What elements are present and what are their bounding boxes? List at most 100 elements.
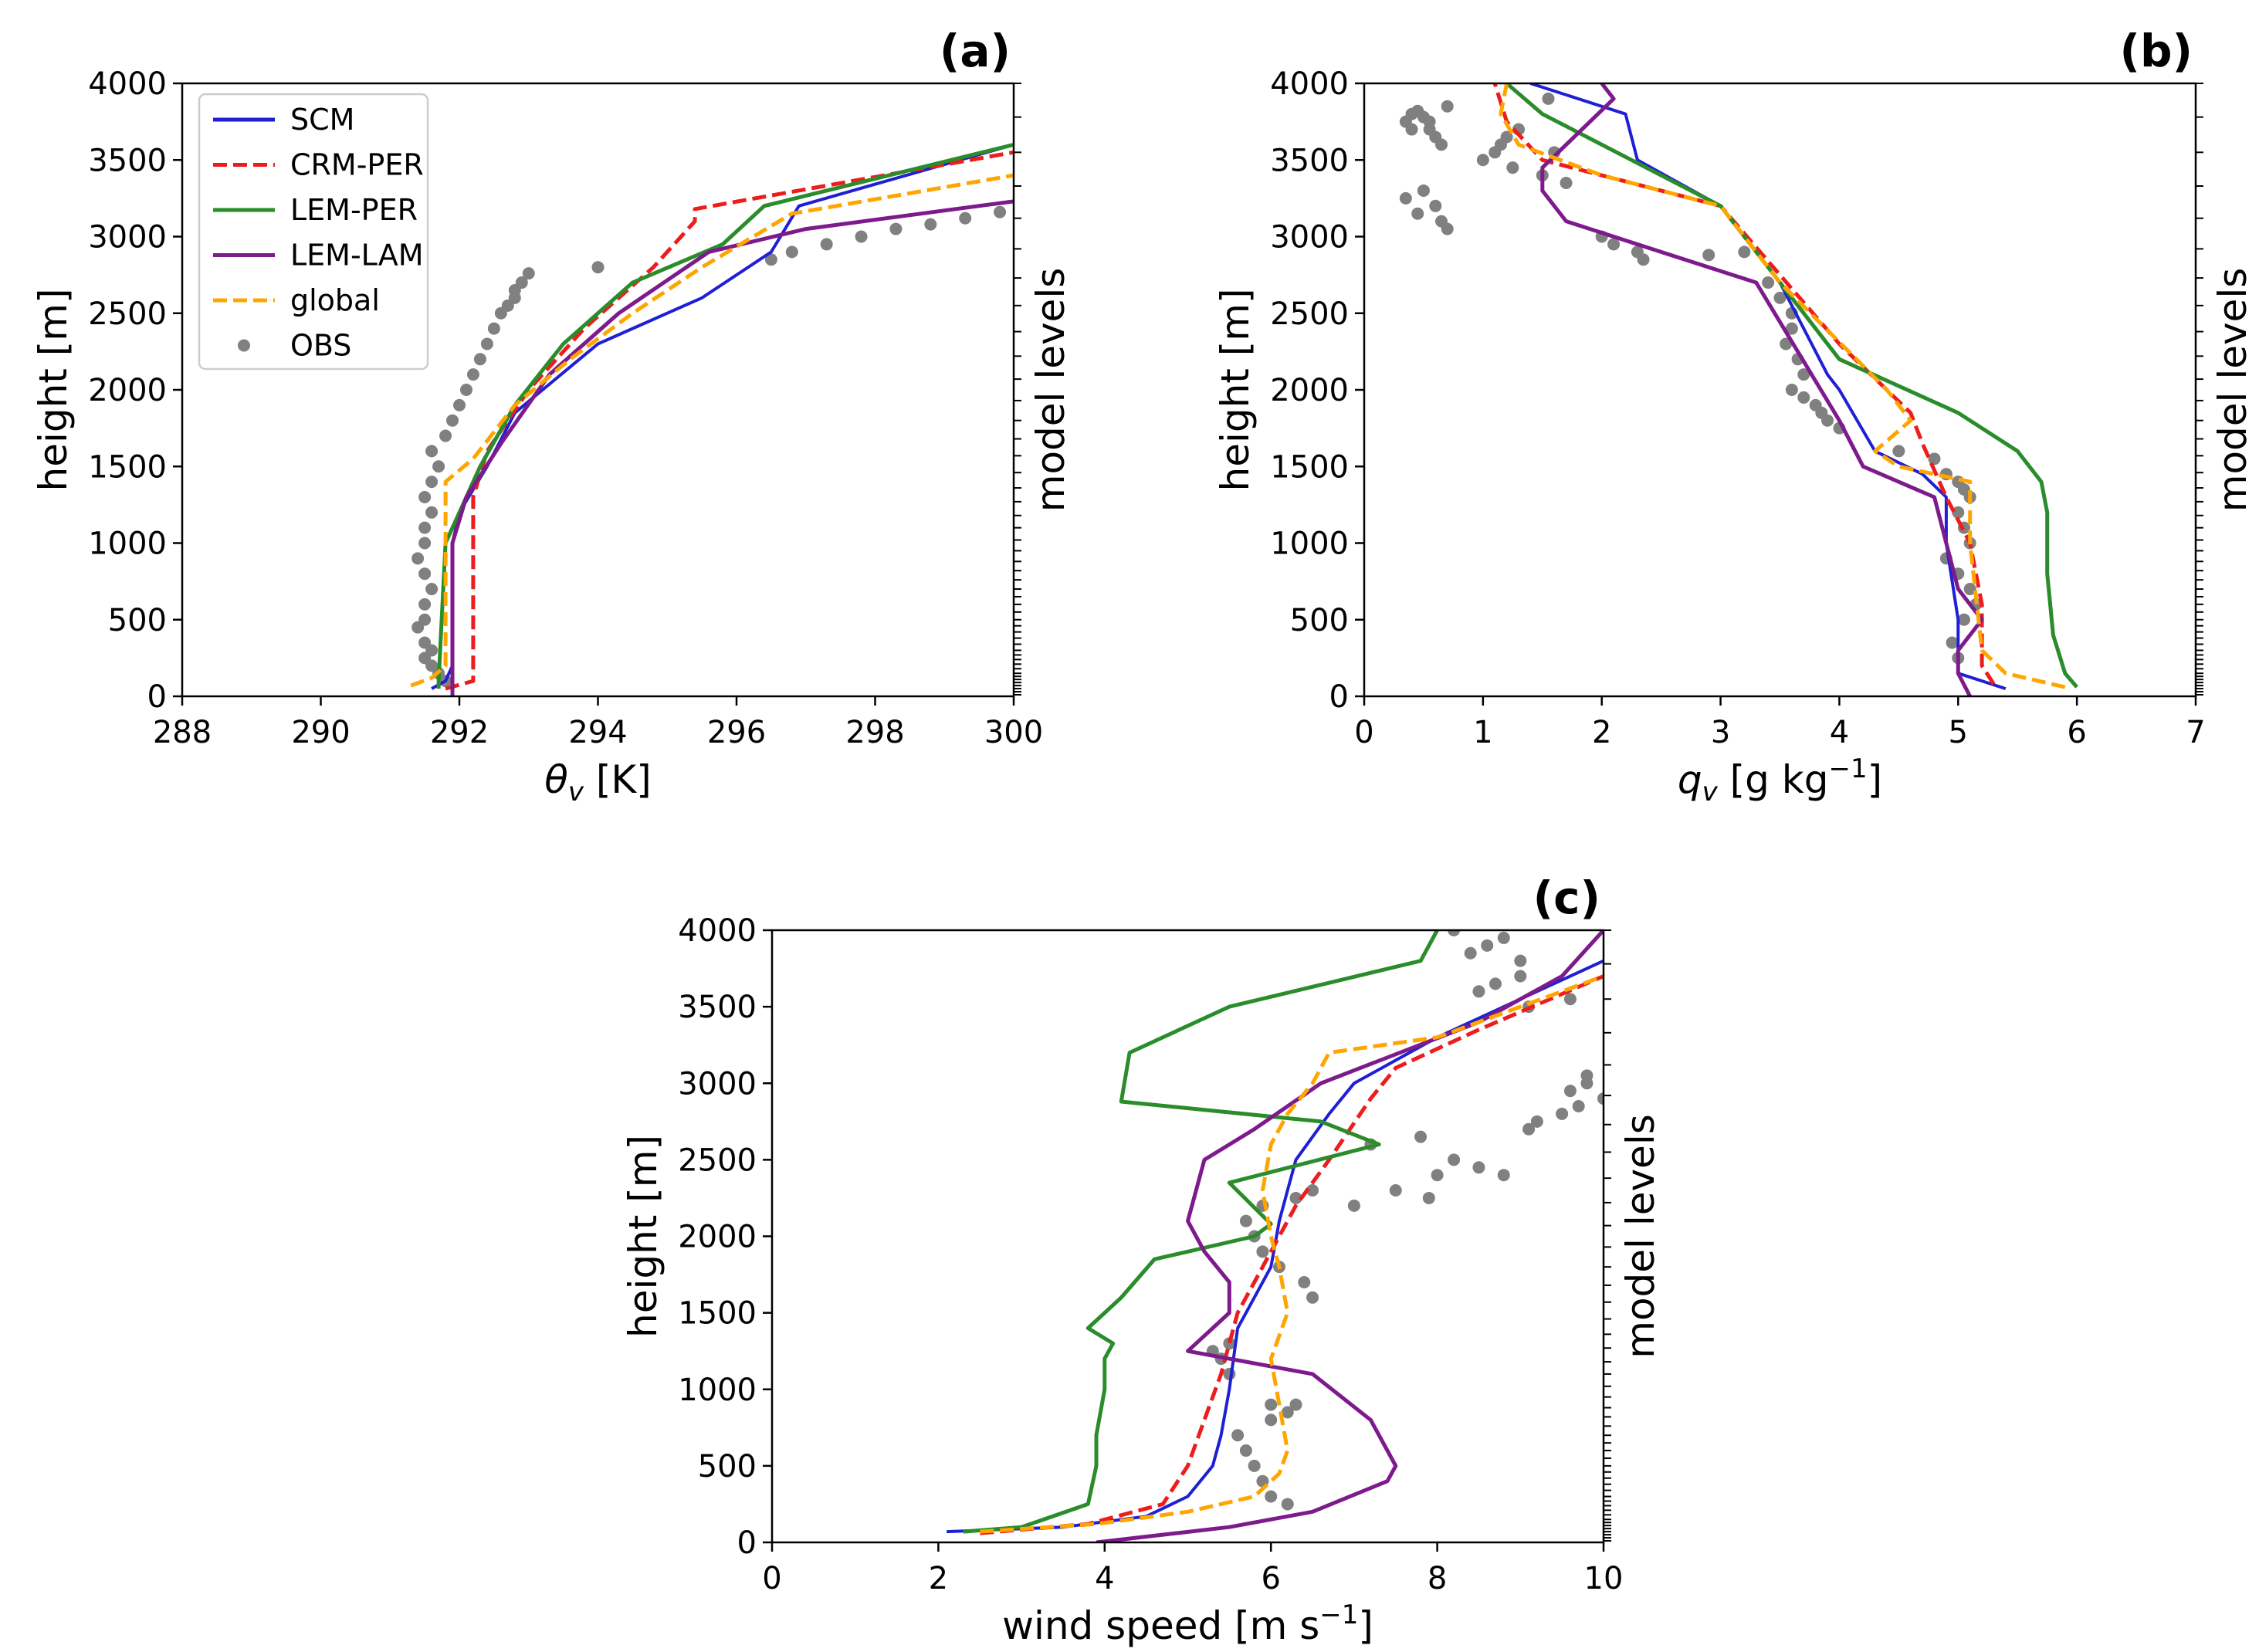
obs-point [1298, 1275, 1311, 1288]
x-tick-label: 10 [1584, 1561, 1624, 1596]
y-axis-label: height [m] [621, 1135, 666, 1338]
obs-point [1500, 130, 1513, 144]
obs-point [1497, 931, 1510, 944]
x-tick-label: 294 [568, 715, 627, 750]
obs-point [1773, 291, 1787, 304]
y-tick-label: 2000 [1270, 373, 1349, 408]
obs-point [1481, 939, 1494, 952]
x-tick-label: 292 [430, 715, 489, 750]
obs-point [1514, 970, 1527, 983]
model-levels-label: model levels [2210, 268, 2255, 513]
obs-point [1306, 1184, 1319, 1197]
obs-point [1411, 207, 1424, 220]
obs-point [1441, 100, 1454, 113]
x-tick-label: 3 [1711, 715, 1730, 750]
y-tick-label: 4000 [1270, 66, 1349, 102]
obs-point [959, 212, 972, 225]
obs-point [924, 218, 937, 231]
obs-point [453, 398, 466, 411]
obs-point [1248, 1459, 1261, 1472]
obs-point [439, 429, 452, 442]
series-line-global [410, 173, 1014, 688]
x-tick-label: 0 [762, 1561, 781, 1596]
x-tick-label: 296 [707, 715, 766, 750]
obs-point [1563, 1085, 1577, 1098]
x-axis-label: wind speed [m s−1] [1002, 1600, 1373, 1648]
series-line-lem-lam [1096, 930, 1604, 1542]
x-tick-label: 5 [1949, 715, 1968, 750]
obs-point [1489, 977, 1502, 990]
obs-point [1785, 384, 1798, 396]
obs-point [1265, 1490, 1278, 1503]
y-axis-label: height [m] [1213, 289, 1258, 492]
obs-point [446, 414, 459, 427]
obs-point [1435, 138, 1448, 151]
obs-point [515, 276, 528, 289]
obs-point [411, 552, 425, 565]
obs-point [418, 597, 432, 611]
x-axis-label: θv [K] [544, 757, 651, 807]
obs-point [1347, 1199, 1360, 1212]
obs-point [1472, 985, 1485, 998]
obs-point [1239, 1444, 1252, 1457]
obs-point [487, 322, 500, 335]
obs-point [418, 567, 432, 581]
y-tick-label: 1000 [88, 526, 167, 562]
y-tick-label: 2000 [678, 1220, 757, 1255]
x-tick-label: 298 [845, 715, 904, 750]
y-tick-label: 3000 [88, 220, 167, 256]
obs-point [1464, 946, 1477, 960]
y-tick-label: 1500 [1270, 449, 1349, 485]
y-tick-label: 3000 [1270, 220, 1349, 256]
obs-point [1762, 276, 1775, 289]
obs-point [418, 537, 432, 550]
obs-point [1422, 1191, 1435, 1204]
obs-point [1928, 452, 1941, 465]
x-tick-label: 6 [2067, 715, 2086, 750]
legend: SCM CRM-PER LEM-PER LEM-LAM global OBS [198, 93, 429, 371]
panel-letter: (b) [2119, 25, 2193, 77]
series-line-global [980, 974, 1604, 1534]
y-tick-label: 1500 [88, 449, 167, 485]
series-line-lem-per [436, 142, 1014, 689]
obs-point [432, 460, 445, 473]
series-line-scm [947, 959, 1604, 1534]
obs-point [1448, 930, 1461, 936]
obs-point [1431, 1169, 1444, 1182]
y-axis-label: height [m] [31, 289, 76, 492]
panel-b: 0 1 2 3 4 5 6 7 0 500 1000 1500 2000 2500 3000 3500 4000… [1213, 25, 2255, 807]
y-tick-label: 500 [1290, 603, 1349, 638]
panel-a: 288 290 292 294 296 298 3000500100015002000250… [31, 25, 1073, 807]
x-tick-label: 8 [1428, 1561, 1447, 1596]
obs-point [1563, 993, 1577, 1006]
y-tick-label: 4000 [88, 66, 167, 102]
x-tick-label: 2 [1592, 715, 1611, 750]
panel-letter: (c) [1533, 872, 1600, 924]
obs-point [418, 636, 432, 649]
obs-point [1256, 1245, 1269, 1258]
obs-point [1414, 1130, 1428, 1143]
x-axis-label: qv [g kg−1] [1678, 753, 1882, 807]
plot-area [410, 142, 1014, 696]
obs-point [1472, 1161, 1485, 1174]
obs-point [1265, 1413, 1278, 1427]
obs-point [425, 445, 439, 458]
y-tick-label: 3500 [678, 990, 757, 1025]
obs-point [466, 368, 479, 381]
x-tick-label: 6 [1261, 1561, 1280, 1596]
obs-point [480, 337, 493, 350]
obs-point [425, 583, 439, 596]
obs-point [1423, 115, 1436, 128]
obs-point [1223, 1337, 1236, 1350]
legend-label-lem-lam: LEM-LAM [290, 239, 424, 273]
obs-point [1429, 199, 1442, 212]
series-line-lem-per [1505, 83, 2079, 689]
obs-point [1389, 1184, 1402, 1197]
y-tick-label: 3000 [678, 1066, 757, 1102]
obs-point [1448, 1153, 1461, 1166]
obs-point [1738, 245, 1751, 259]
obs-point [1522, 1122, 1536, 1136]
series-line-crm-per [445, 150, 1014, 691]
obs-point [994, 205, 1007, 218]
obs-point [591, 261, 605, 274]
